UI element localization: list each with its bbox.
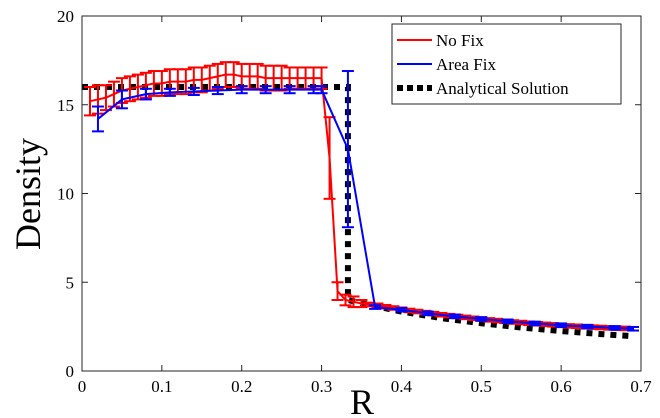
x-tick-label: 0.1	[151, 377, 172, 396]
x-tick-label: 0.2	[231, 377, 252, 396]
x-tick-label: 0.5	[471, 377, 492, 396]
legend: No Fix Area Fix Analytical Solution	[391, 23, 622, 105]
ticks-layer: 0 0.1 0.2 0.3 0.4 0.5 0.6 0.7 0 5 10 15 20	[57, 7, 652, 396]
legend-label: No Fix	[436, 31, 484, 50]
y-tick-label: 0	[66, 362, 75, 381]
x-tick-label: 0	[78, 377, 87, 396]
x-tick-label: 0.6	[551, 377, 572, 396]
y-tick-label: 20	[57, 7, 74, 26]
x-tick-label: 0.4	[391, 377, 413, 396]
x-axis-label: R	[350, 382, 374, 418]
y-tick-label: 15	[57, 96, 74, 115]
series-1	[91, 70, 640, 332]
x-tick-label: 0.7	[630, 377, 652, 396]
y-tick-label: 10	[57, 185, 74, 204]
legend-label: Area Fix	[436, 55, 496, 74]
y-axis-label: Density	[8, 138, 48, 250]
legend-label: Analytical Solution	[436, 79, 569, 98]
x-tick-label: 0.3	[311, 377, 332, 396]
y-tick-label: 5	[66, 273, 75, 292]
series-layer	[82, 61, 640, 340]
